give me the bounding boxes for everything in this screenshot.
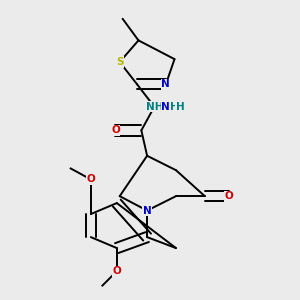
Text: N: N [161,79,170,89]
Text: N: N [143,206,152,216]
Text: O: O [112,266,121,276]
Text: O: O [225,191,234,201]
Text: O: O [111,125,120,135]
Text: S: S [116,57,124,67]
Text: H: H [170,102,179,112]
Text: H: H [176,102,185,112]
Text: O: O [86,174,95,184]
Text: N: N [161,102,170,112]
Text: NH: NH [146,102,163,112]
Text: O: O [112,266,121,276]
Text: O: O [86,174,95,184]
